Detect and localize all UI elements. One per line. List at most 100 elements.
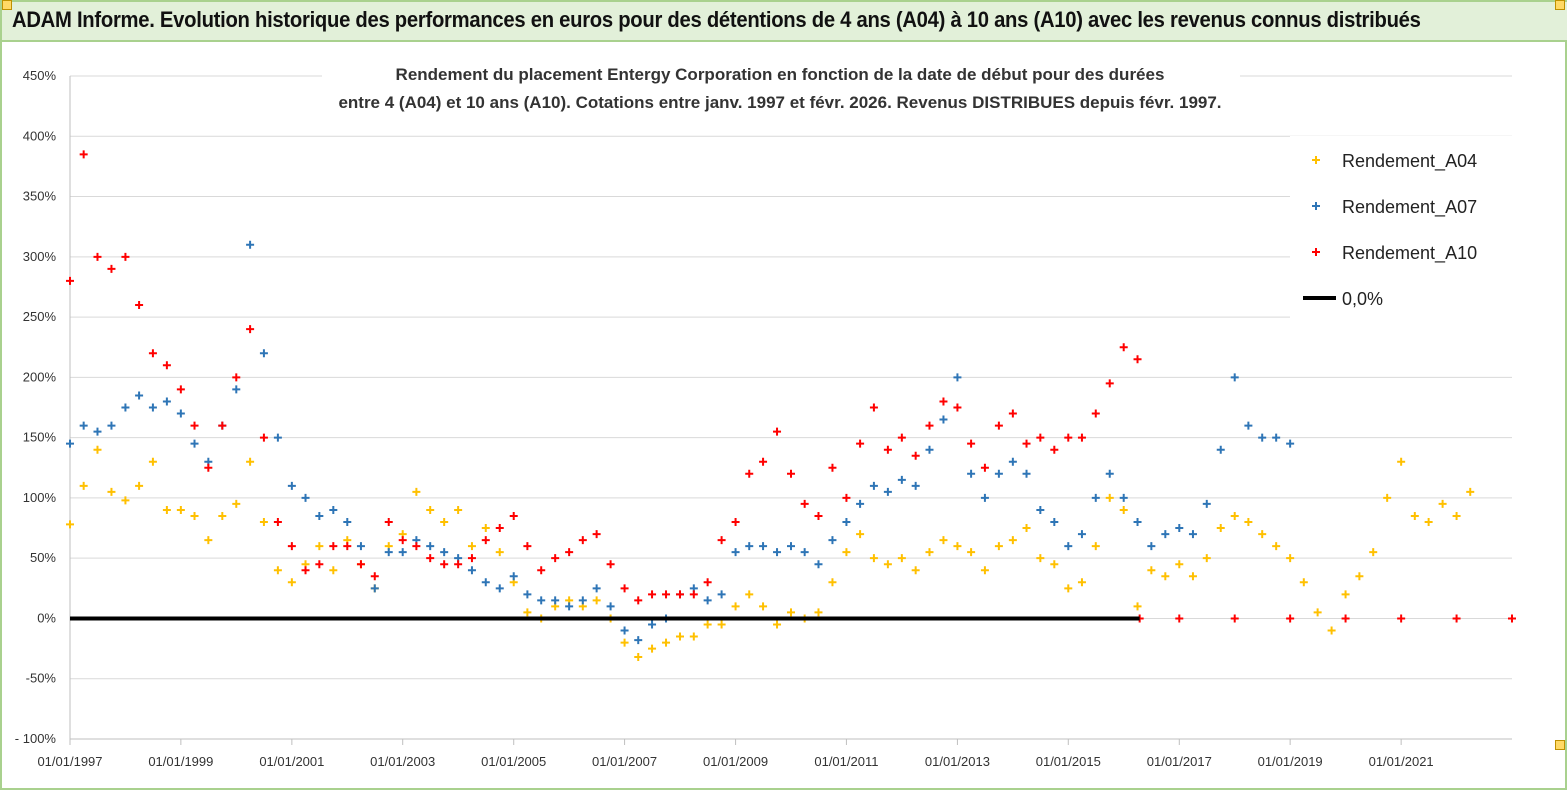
data-point [828,463,837,472]
data-point [1036,505,1045,514]
data-point [440,548,449,557]
data-point [828,536,837,545]
data-point [1133,518,1142,527]
data-point [620,626,629,635]
data-point [1161,572,1170,581]
data-point [842,548,851,557]
data-point [1077,578,1086,587]
corner-handle-top-left [2,0,12,10]
data-point [1286,554,1295,563]
data-point [675,632,684,641]
data-point [717,620,726,629]
data-point [356,542,365,551]
data-point [426,505,435,514]
x-tick-label: 01/01/2013 [925,754,990,769]
data-point [523,542,532,551]
data-point [773,427,782,436]
data-point [578,596,587,605]
x-tick-label: 01/01/2017 [1147,754,1212,769]
data-point [190,439,199,448]
data-point [703,596,712,605]
corner-handle-top-right [1555,0,1565,10]
legend: Rendement_A04 Rendement_A07 Rendement_A10 0… [1290,136,1516,318]
y-tick-label: 300% [23,249,57,264]
legend-marker [1312,248,1320,256]
data-point [1216,524,1225,533]
data-point [592,584,601,593]
data-point [897,554,906,563]
y-axis-ticks: - 100% -50% 0% 50% 100% 150% 200% 250% 300% 350% 4… [15,68,57,746]
data-point [967,469,976,478]
data-point [232,499,241,508]
data-point [162,397,171,406]
data-point [1022,439,1031,448]
data-point [301,566,310,575]
data-point [856,499,865,508]
data-point [176,505,185,514]
data-point [232,385,241,394]
data-point [426,542,435,551]
data-point [869,403,878,412]
data-point [717,536,726,545]
data-point [1272,542,1281,551]
data-point [384,548,393,557]
data-point [911,451,920,460]
data-point [1286,439,1295,448]
data-point [315,560,324,569]
data-point [273,433,282,442]
data-point [523,608,532,617]
data-point [467,566,476,575]
data-point [79,481,88,490]
data-point [384,518,393,527]
legend-marker [1312,156,1320,164]
data-point [204,536,213,545]
data-point [1258,530,1267,539]
data-point [869,554,878,563]
data-point [1050,560,1059,569]
series-rendement-a04 [66,445,1475,662]
data-point [66,520,74,529]
data-point [329,566,338,575]
data-point [814,608,823,617]
data-point [190,511,199,520]
data-point [162,505,171,514]
data-point [787,542,795,551]
data-point [273,518,282,527]
data-point [856,530,865,539]
data-point [1119,493,1128,502]
data-point [1119,343,1128,352]
data-point [1133,355,1142,364]
data-point [537,596,546,605]
data-point [1202,499,1211,508]
x-tick-label: 01/01/2005 [481,754,546,769]
data-point [467,554,476,563]
data-point [287,578,296,587]
data-point [1188,572,1197,581]
data-point [689,590,698,599]
data-point [301,493,310,502]
data-point [259,518,268,527]
data-point [994,421,1003,430]
data-point [259,433,268,442]
data-point [731,548,740,557]
data-point [787,608,795,617]
data-point [606,602,615,611]
data-point [107,421,116,430]
y-tick-label: 150% [23,430,57,445]
data-point [759,542,768,551]
data-point [883,560,892,569]
data-point [246,240,255,249]
data-point [481,578,490,587]
data-point [1147,566,1156,575]
data-point [773,620,782,629]
data-point [717,590,726,599]
data-point [79,421,88,430]
data-point [1064,542,1073,551]
data-point [66,439,74,448]
data-point [883,445,892,454]
data-point [994,542,1003,551]
data-point [773,548,782,557]
data-point [1161,530,1170,539]
